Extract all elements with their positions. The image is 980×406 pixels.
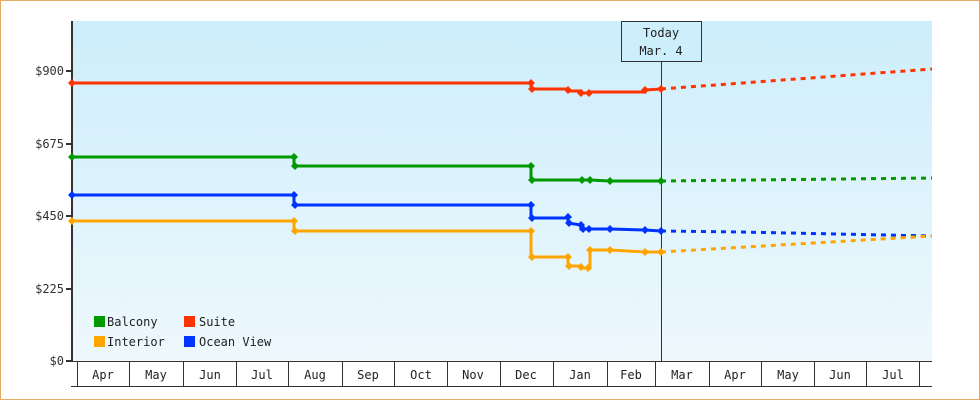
x-tick-label: Feb: [620, 368, 642, 382]
legend-swatch-icon: [94, 336, 105, 347]
x-tick-label: Dec: [515, 368, 537, 382]
x-tick-labels: Apr May Jun Jul Aug Sep Oct Nov Dec Jan …: [92, 368, 904, 382]
x-tick-label: Mar: [671, 368, 693, 382]
today-label-box: [621, 21, 702, 62]
plot-area: [72, 21, 932, 361]
x-tick-label: Oct: [410, 368, 432, 382]
legend-item-balcony: Balcony: [94, 315, 158, 329]
today-date: Mar. 4: [639, 44, 682, 58]
y-tick-label: $450: [35, 209, 64, 223]
x-tick-label: Sep: [357, 368, 379, 382]
y-tick-label: $0: [50, 354, 64, 368]
y-ticks: $900 $675 $450 $225 $0: [35, 64, 72, 368]
x-tick-label: May: [145, 368, 167, 382]
x-tick-label: Apr: [92, 368, 114, 382]
legend-item-ocean-view: Ocean View: [184, 335, 272, 349]
x-tick-label: Jan: [569, 368, 591, 382]
legend-swatch-icon: [184, 336, 195, 347]
legend-label: Interior: [107, 335, 165, 349]
series-balcony-markers: [68, 153, 665, 185]
legend-swatch-icon: [184, 316, 195, 327]
x-tick-label: Apr: [724, 368, 746, 382]
x-tick-label: Jun: [829, 368, 851, 382]
legend: Balcony Suite Interior Ocean View: [94, 315, 272, 349]
x-axis: [71, 361, 932, 387]
series-interior-markers: [68, 217, 665, 272]
x-tick-label: Jul: [251, 368, 273, 382]
x-tick-label: May: [777, 368, 799, 382]
x-tick-label: Aug: [304, 368, 326, 382]
legend-label: Suite: [199, 315, 235, 329]
legend-item-suite: Suite: [184, 315, 235, 329]
x-tick-label: Jul: [882, 368, 904, 382]
x-tick-label: Jun: [199, 368, 221, 382]
y-tick-label: $900: [35, 64, 64, 78]
series-suite-markers: [68, 79, 665, 97]
legend-swatch-icon: [94, 316, 105, 327]
y-tick-label: $225: [35, 282, 64, 296]
series-ocean-view-markers: [68, 191, 665, 235]
x-tick-label: Nov: [462, 368, 484, 382]
legend-label: Balcony: [107, 315, 158, 329]
legend-item-interior: Interior: [94, 335, 165, 349]
y-tick-label: $675: [35, 137, 64, 151]
today-label: Today: [643, 26, 679, 40]
legend-label: Ocean View: [199, 335, 272, 349]
